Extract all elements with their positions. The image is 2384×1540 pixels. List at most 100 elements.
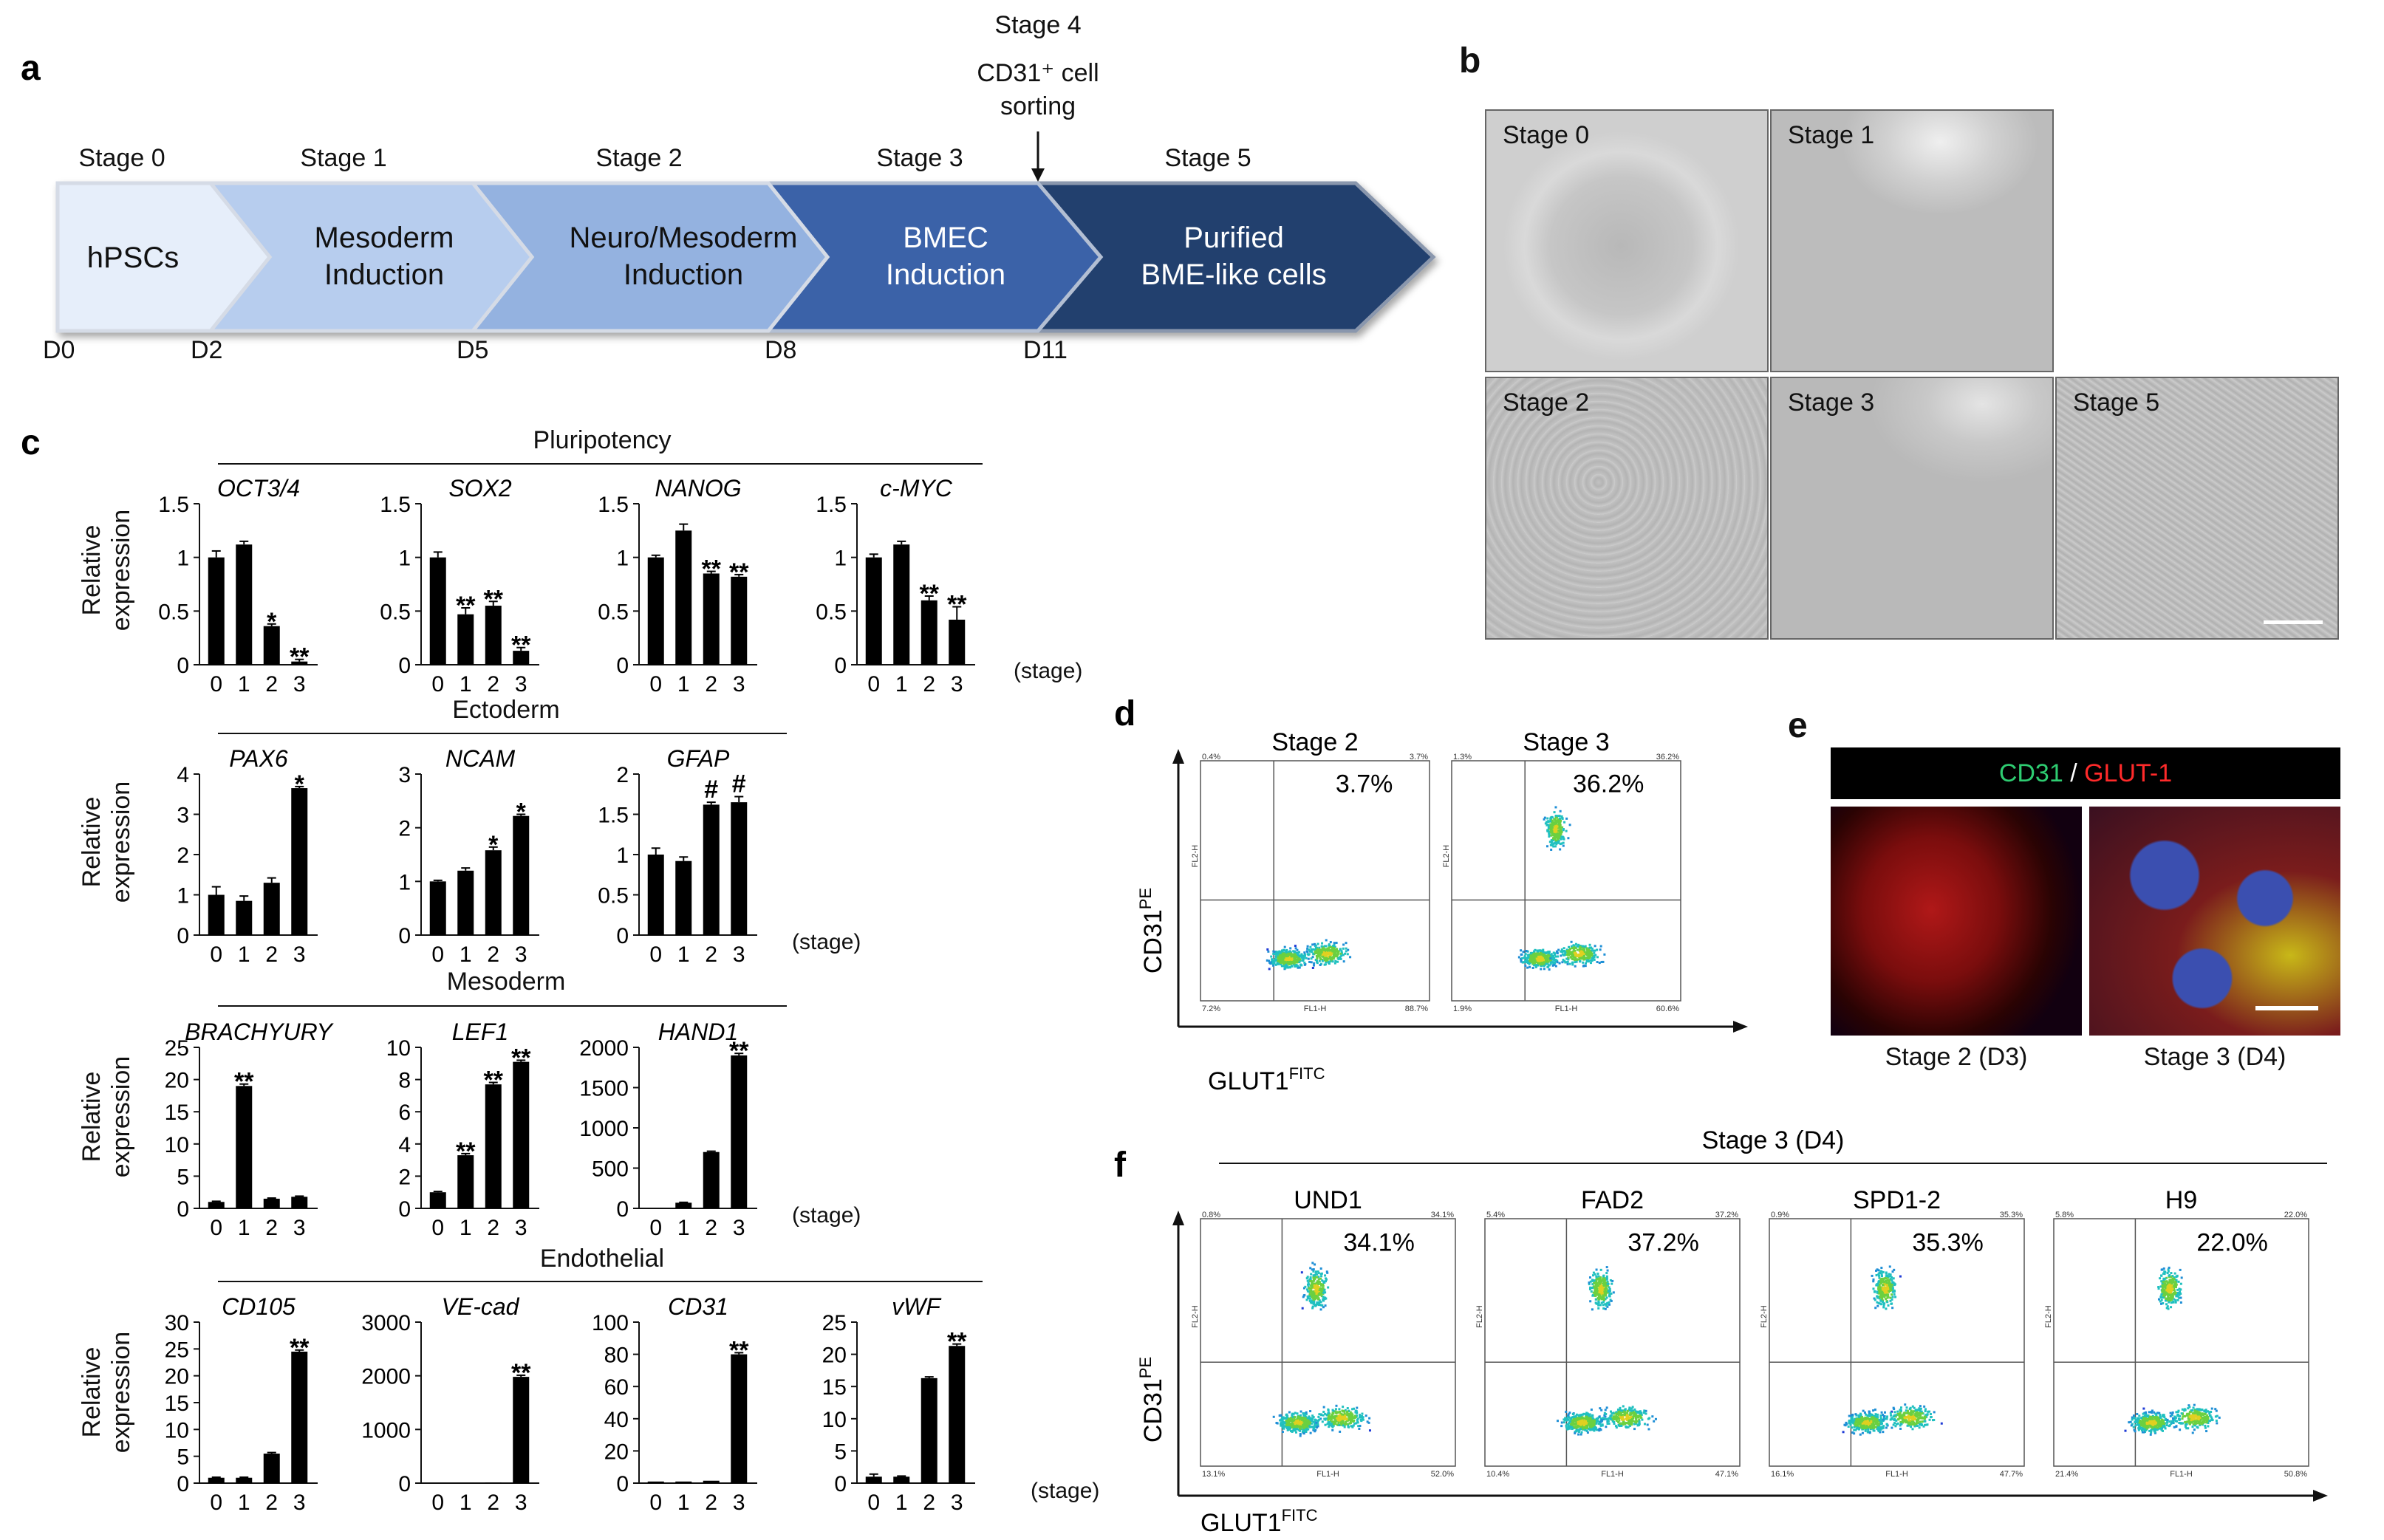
f-event-dot [1575, 1413, 1578, 1416]
d-event-dot [1306, 951, 1309, 954]
f-event-dot [1321, 1279, 1324, 1282]
f-event-dot [1316, 1270, 1319, 1273]
f-event-dot [1598, 1429, 1601, 1432]
f-event-dot [1608, 1290, 1611, 1293]
f-event-dot [1586, 1427, 1589, 1430]
d-event-dot [1587, 959, 1590, 962]
f-event-dot [1281, 1426, 1284, 1428]
f-event-dot [1604, 1298, 1607, 1301]
d-event-dot [1580, 949, 1583, 952]
f-event-dot [1302, 1412, 1305, 1415]
f-event-dot [1862, 1409, 1865, 1412]
bar-brachyury-stage1 [236, 1086, 253, 1208]
d-event-dot [1314, 952, 1317, 955]
f-event-dot [1358, 1427, 1361, 1430]
f-event-dot [1871, 1420, 1874, 1423]
f-event-dot [1907, 1414, 1910, 1417]
f-event-dot [1923, 1415, 1926, 1418]
f-event-dot [1605, 1406, 1608, 1409]
d-event-dot [1335, 942, 1338, 945]
d-event-dot [1529, 951, 1532, 954]
f-event-dot [1928, 1410, 1931, 1413]
panel-f: f Stage 3 (D4) CD31PE GLUT1FITC UND134.1… [1114, 1126, 2328, 1537]
d-event-dot [1594, 945, 1596, 948]
f-event-dot [1924, 1409, 1927, 1412]
f-event-dot [1307, 1421, 1310, 1424]
d-event-dot [1328, 946, 1331, 949]
f-event-dot [1923, 1405, 1926, 1408]
f-event-dot [1891, 1282, 1893, 1285]
ytick-label-cd105: 5 [177, 1445, 189, 1470]
d-event-dot [1551, 824, 1554, 827]
d-event-dot [1296, 948, 1299, 951]
f-event-dot [1352, 1424, 1355, 1427]
d-event-dot [1531, 962, 1534, 965]
f-event-dot [1319, 1287, 1322, 1290]
f-event-dot [1318, 1413, 1321, 1416]
bar-sox2-stage0 [429, 557, 446, 665]
f-event-dot [1889, 1418, 1892, 1421]
ytick-label-cd105: 10 [165, 1418, 189, 1443]
f-event-dot [1638, 1418, 1641, 1421]
f-event-dot [1296, 1420, 1299, 1423]
f-event-dot [1599, 1290, 1602, 1293]
f-event-dot [1599, 1297, 1602, 1300]
d-event-dot [1302, 957, 1305, 960]
f-event-dot [1914, 1409, 1917, 1412]
f-event-dot [1314, 1294, 1317, 1297]
d-event-dot [1554, 962, 1557, 965]
f-event-dot [1314, 1263, 1316, 1266]
ytick-label-c-myc: 0.5 [816, 600, 847, 624]
d-event-dot [1549, 818, 1552, 821]
f-event-dot [1612, 1291, 1615, 1294]
d-event-dot [1576, 955, 1579, 958]
f-event-dot [1312, 1276, 1315, 1279]
d-event-dot [1575, 960, 1578, 963]
d-event-dot [1297, 958, 1299, 961]
d-event-dot [1269, 961, 1272, 964]
panel-f-letter: f [1114, 1146, 1127, 1185]
f-event-dot [1323, 1417, 1326, 1420]
ytick-label-lef1: 10 [386, 1036, 411, 1061]
d-event-dot [1289, 962, 1292, 965]
f-event-dot [1874, 1419, 1877, 1422]
f-event-dot [1622, 1409, 1625, 1412]
f-event-dot [1565, 1410, 1568, 1413]
f-event-dot [1626, 1418, 1629, 1421]
d-event-dot [1589, 959, 1592, 962]
f-event-dot [1854, 1428, 1857, 1431]
f-event-dot [1291, 1429, 1294, 1432]
d-event-dot [1584, 945, 1587, 948]
f-event-dot [1883, 1296, 1886, 1298]
d-event-dot [1554, 826, 1557, 829]
f-event-dot [1870, 1427, 1873, 1430]
ytick-label-ncam: 3 [398, 763, 411, 787]
f-event-dot [1866, 1420, 1869, 1423]
f-event-dot [1849, 1423, 1852, 1426]
xtick-label-oct3-4: 2 [265, 672, 278, 697]
f-event-dot [1309, 1410, 1312, 1413]
f-event-dot [1288, 1420, 1291, 1423]
f-event-dot [1353, 1419, 1356, 1422]
f-event-dot [1888, 1275, 1891, 1278]
f-event-dot [1311, 1426, 1314, 1428]
f-event-dot [1907, 1420, 1910, 1423]
d-event-dot [1561, 817, 1564, 820]
f-event-dot [1328, 1426, 1331, 1428]
f-event-dot [1591, 1283, 1594, 1286]
f-event-dot [1908, 1408, 1911, 1411]
f-event-dot [1639, 1413, 1642, 1416]
f-event-dot [1322, 1296, 1325, 1298]
f-event-dot [1318, 1301, 1321, 1304]
f-event-dot [1296, 1412, 1299, 1415]
f-event-dot [1889, 1275, 1892, 1278]
f-event-dot [1623, 1413, 1626, 1416]
bar-nanog-stage1 [675, 530, 692, 665]
f-event-dot [1863, 1411, 1866, 1414]
d-event-dot [1299, 964, 1302, 967]
f-event-dot [1636, 1420, 1639, 1423]
f-event-dot [1299, 1425, 1302, 1428]
xtick-label-sox2: 0 [431, 672, 444, 697]
xtick-label-c-myc: 3 [951, 672, 963, 697]
